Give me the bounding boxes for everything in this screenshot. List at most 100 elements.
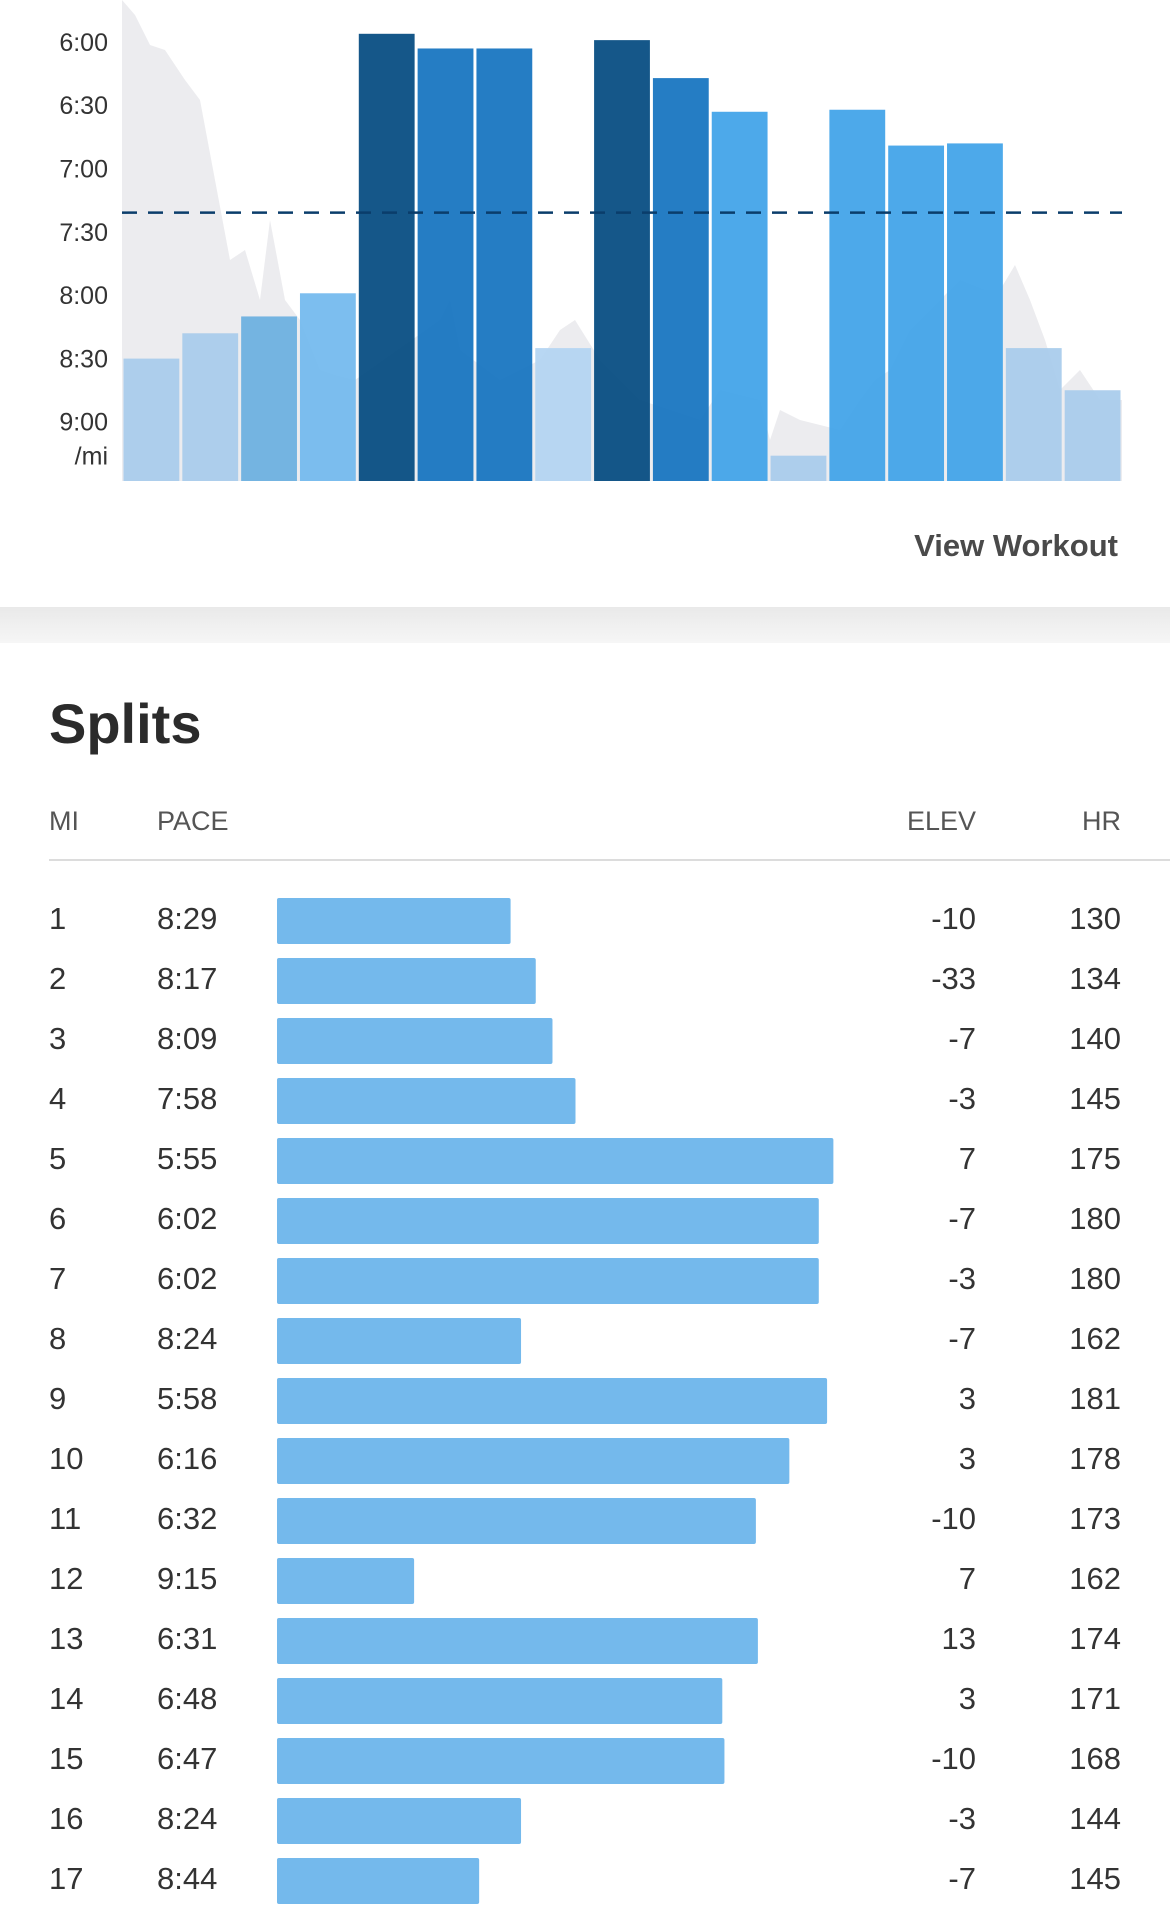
- header-mi: MI: [49, 806, 79, 836]
- split-elev: -10: [931, 901, 976, 936]
- pace-bar: [594, 40, 650, 482]
- split-pace: 7:58: [157, 1081, 217, 1116]
- y-tick-label: 7:30: [59, 219, 108, 247]
- pace-bar: [535, 348, 592, 481]
- split-mile: 7: [49, 1261, 66, 1296]
- split-hr: 145: [1069, 1861, 1121, 1896]
- pace-bar: [417, 48, 474, 481]
- split-pace-bar: [277, 1258, 819, 1304]
- split-mile: 14: [49, 1681, 83, 1716]
- split-mile: 12: [49, 1561, 83, 1596]
- split-pace: 9:15: [157, 1561, 217, 1596]
- split-pace: 6:47: [157, 1741, 217, 1776]
- split-pace-bar: [277, 1018, 553, 1064]
- split-pace: 8:17: [157, 961, 217, 996]
- split-hr: 162: [1069, 1561, 1121, 1596]
- split-pace-bar: [277, 1798, 522, 1844]
- y-unit: /mi: [75, 443, 108, 471]
- split-pace: 6:02: [157, 1261, 217, 1296]
- split-hr: 175: [1069, 1141, 1121, 1176]
- y-tick-label: 8:00: [59, 282, 108, 310]
- split-elev: -7: [948, 1201, 976, 1236]
- split-elev: -10: [931, 1501, 976, 1536]
- split-pace-bar: [277, 1078, 576, 1124]
- pace-bar: [182, 333, 239, 481]
- split-mile: 2: [49, 961, 66, 996]
- header-hr: HR: [1082, 806, 1121, 836]
- split-pace: 6:02: [157, 1201, 217, 1236]
- pace-bar: [476, 48, 533, 481]
- split-pace: 5:58: [157, 1381, 217, 1416]
- pace-bar: [299, 293, 356, 481]
- split-pace: 6:16: [157, 1441, 217, 1476]
- section-separator: [0, 607, 1170, 643]
- split-mile: 16: [49, 1801, 83, 1836]
- pace-bar: [652, 78, 709, 481]
- split-elev: -7: [948, 1021, 976, 1056]
- pace-bar: [358, 33, 415, 482]
- split-hr: 174: [1069, 1621, 1121, 1656]
- split-pace: 8:09: [157, 1021, 217, 1056]
- y-tick-label: 6:00: [59, 29, 108, 57]
- split-hr: 181: [1069, 1381, 1121, 1416]
- split-pace: 8:24: [157, 1801, 217, 1836]
- y-tick-label: 7:00: [59, 155, 108, 183]
- split-pace-bar: [277, 958, 536, 1004]
- split-elev: -3: [948, 1801, 976, 1836]
- split-elev: 7: [959, 1141, 976, 1176]
- split-pace-bar: [277, 1618, 758, 1664]
- y-tick-label: 9:00: [59, 409, 108, 437]
- split-elev: -33: [931, 961, 976, 996]
- split-hr: 134: [1069, 961, 1121, 996]
- split-pace: 8:24: [157, 1321, 217, 1356]
- y-tick-label: 6:30: [59, 92, 108, 120]
- splits-title: Splits: [49, 692, 201, 755]
- split-pace: 5:55: [157, 1141, 217, 1176]
- split-pace: 6:48: [157, 1681, 217, 1716]
- split-pace-bar: [277, 1438, 790, 1484]
- split-mile: 10: [49, 1441, 83, 1476]
- header-pace: PACE: [157, 806, 229, 836]
- pace-bar: [1064, 390, 1121, 481]
- split-hr: 162: [1069, 1321, 1121, 1356]
- split-hr: 168: [1069, 1741, 1121, 1776]
- split-mile: 6: [49, 1201, 66, 1236]
- pace-bar: [770, 455, 827, 481]
- split-pace: 6:32: [157, 1501, 217, 1536]
- split-elev: -10: [931, 1741, 976, 1776]
- split-hr: 144: [1069, 1801, 1121, 1836]
- pace-bar: [1005, 348, 1062, 481]
- split-pace-bar: [277, 1858, 480, 1904]
- split-mile: 13: [49, 1621, 83, 1656]
- split-hr: 180: [1069, 1201, 1121, 1236]
- split-pace: 8:44: [157, 1861, 217, 1896]
- split-elev: -3: [948, 1081, 976, 1116]
- split-pace-bar: [277, 1678, 723, 1724]
- split-mile: 3: [49, 1021, 66, 1056]
- split-hr: 130: [1069, 901, 1121, 936]
- split-pace-bar: [277, 1318, 522, 1364]
- pace-bar: [711, 111, 768, 481]
- split-mile: 9: [49, 1381, 66, 1416]
- split-hr: 145: [1069, 1081, 1121, 1116]
- split-elev: 3: [959, 1681, 976, 1716]
- split-mile: 8: [49, 1321, 66, 1356]
- split-mile: 11: [49, 1501, 81, 1536]
- split-elev: 3: [959, 1381, 976, 1416]
- split-pace-bar: [277, 1498, 756, 1544]
- split-mile: 17: [49, 1861, 83, 1896]
- split-elev: 7: [959, 1561, 976, 1596]
- split-hr: 140: [1069, 1021, 1121, 1056]
- pace-bar: [888, 145, 945, 481]
- view-workout-link[interactable]: View Workout: [914, 528, 1118, 563]
- split-mile: 4: [49, 1081, 66, 1116]
- split-elev: -7: [948, 1861, 976, 1896]
- split-pace-bar: [277, 1138, 834, 1184]
- split-mile: 15: [49, 1741, 83, 1776]
- y-tick-label: 8:30: [59, 345, 108, 373]
- pace-bar: [123, 358, 180, 481]
- split-pace-bar: [277, 898, 511, 944]
- split-elev: 3: [959, 1441, 976, 1476]
- pace-bar: [947, 143, 1003, 481]
